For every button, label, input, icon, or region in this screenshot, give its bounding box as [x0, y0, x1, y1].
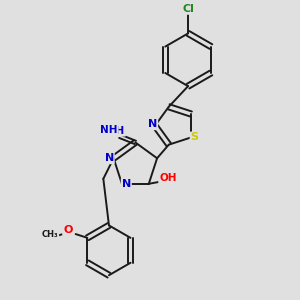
Text: S: S	[190, 133, 199, 142]
Text: Cl: Cl	[182, 4, 194, 14]
Text: N: N	[105, 153, 114, 163]
Text: =NH: =NH	[99, 126, 125, 136]
Text: N: N	[122, 179, 131, 189]
Text: OH: OH	[159, 173, 177, 183]
Text: O: O	[63, 225, 72, 235]
Text: CH₃: CH₃	[42, 230, 58, 239]
Text: NH: NH	[100, 125, 118, 135]
Text: N: N	[148, 119, 157, 129]
